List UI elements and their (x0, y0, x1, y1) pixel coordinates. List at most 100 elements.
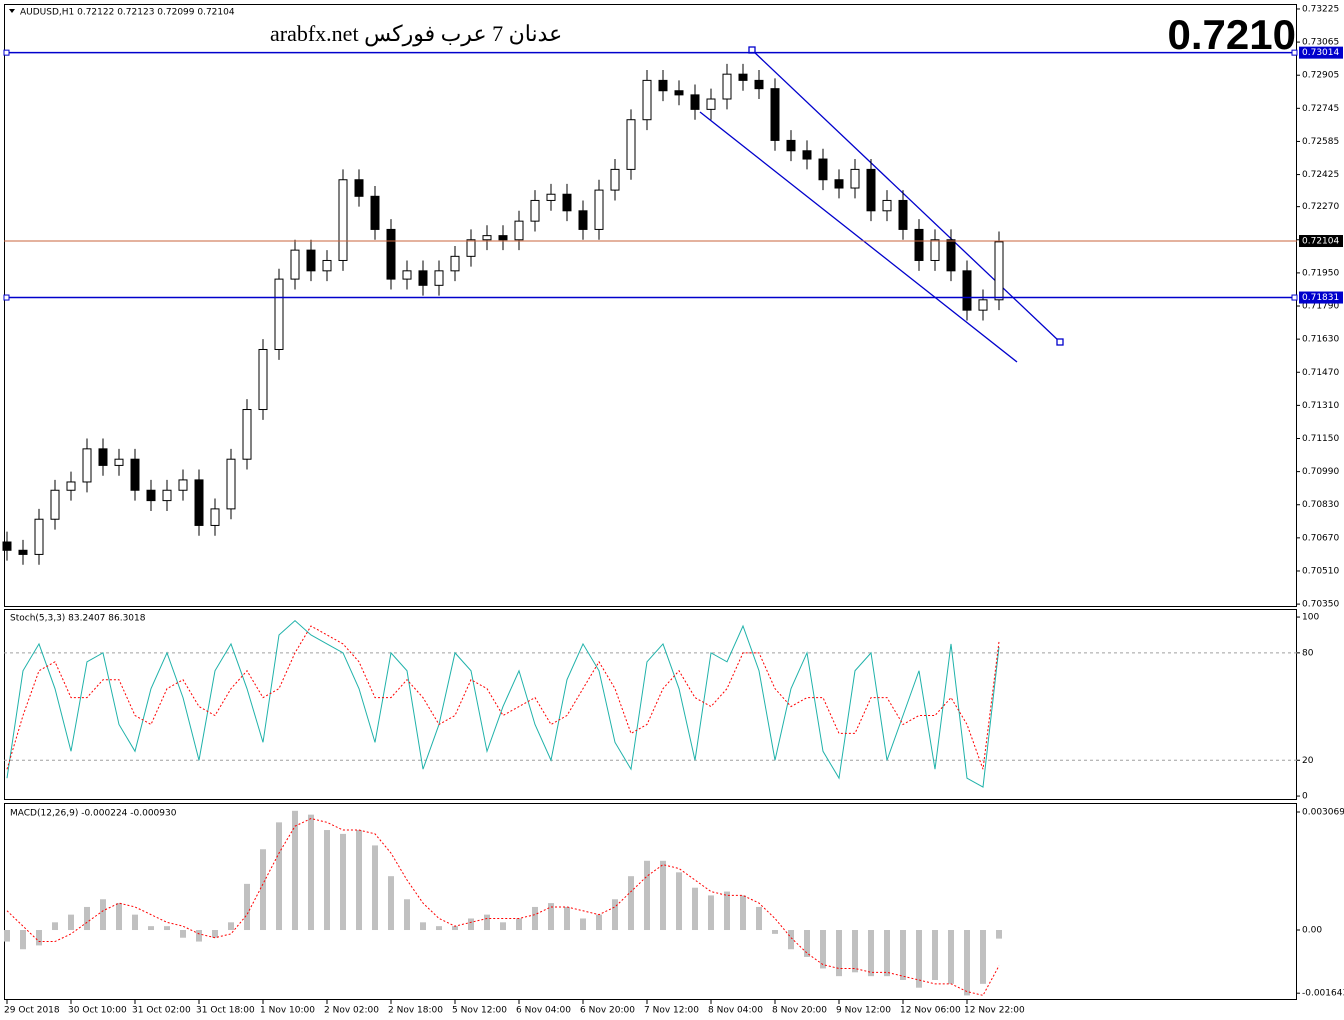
y-tick-label: 0.73065 (1302, 38, 1339, 48)
y-tick-label: 0.72745 (1302, 104, 1339, 114)
macd-bar (596, 914, 602, 931)
macd-bar (20, 930, 26, 950)
candle-body (290, 249, 300, 280)
level-anchor (3, 49, 10, 56)
candle-body (354, 179, 364, 197)
candle-body (818, 158, 828, 181)
candle-body (306, 249, 316, 272)
level-anchor (1291, 294, 1298, 301)
macd-bar (452, 926, 458, 931)
y-tick-label: 0.71630 (1302, 335, 1339, 345)
symbol-header: AUDUSD,H1 0.72122 0.72123 0.72099 0.7210… (20, 8, 235, 18)
macd-bar (244, 883, 250, 931)
level-label: 0.71831 (1302, 293, 1339, 303)
candle-body (274, 278, 284, 350)
candle-body (50, 489, 60, 520)
x-tick-label: 9 Nov 12:00 (836, 1006, 891, 1016)
candle-body (834, 179, 844, 189)
x-tick-label: 8 Nov 20:00 (772, 1006, 827, 1016)
macd-bar (4, 930, 10, 942)
macd-bar (404, 899, 410, 931)
candle-body (642, 79, 652, 121)
level-label: 0.73014 (1302, 48, 1339, 58)
candle-body (66, 481, 76, 491)
candle-body (386, 228, 396, 280)
x-tick-label: 1 Nov 10:00 (260, 1006, 315, 1016)
x-tick-label: 8 Nov 04:00 (708, 1006, 763, 1016)
x-tick-label: 29 Oct 2018 (4, 1006, 60, 1016)
level-label-box (1299, 235, 1343, 248)
candle-body (210, 508, 220, 526)
level-label: 0.72104 (1302, 237, 1339, 247)
macd-bar (644, 860, 650, 931)
x-tick-label: 2 Nov 02:00 (324, 1006, 379, 1016)
candle-body (338, 179, 348, 261)
macd-bar (548, 903, 554, 931)
candle-body (962, 270, 972, 311)
candle-body (498, 235, 508, 241)
y-tick-label: 0.71950 (1302, 268, 1339, 278)
macd-bar (212, 930, 218, 938)
candle-body (514, 220, 524, 241)
candle-body (226, 458, 236, 510)
macd-bar (372, 845, 378, 931)
macd-bar (292, 810, 298, 931)
y-tick-label: 0.003069 (1302, 807, 1344, 817)
macd-bar (388, 876, 394, 931)
candle-body (674, 90, 684, 96)
candle-body (578, 210, 588, 230)
x-tick-label: 31 Oct 02:00 (132, 1006, 191, 1016)
candle-body (946, 239, 956, 272)
macd-bar (164, 926, 170, 931)
macd-bar (180, 930, 186, 938)
candle-body (738, 73, 748, 81)
macd-bar (708, 895, 714, 931)
candle-body (450, 255, 460, 272)
x-tick-label: 30 Oct 10:00 (68, 1006, 127, 1016)
candle-body (530, 199, 540, 222)
oscillator-line (6, 625, 1000, 770)
macd-bar (692, 887, 698, 931)
candle-body (786, 139, 796, 152)
stoch-header: Stoch(5,3,3) 83.2407 86.3018 (10, 614, 146, 624)
macd-header: MACD(12,26,9) -0.000224 -0.000930 (10, 809, 177, 819)
y-tick-label: 0 (1302, 792, 1308, 802)
macd-bar (772, 930, 778, 934)
candle-body (754, 79, 764, 90)
macd-bar (260, 849, 266, 931)
x-tick-label: 5 Nov 12:00 (452, 1006, 507, 1016)
macd-bar (564, 906, 570, 931)
macd-bar (820, 930, 826, 969)
candle-body (610, 168, 620, 191)
macd-bar (116, 903, 122, 931)
macd-bar (484, 914, 490, 931)
macd-bar (68, 914, 74, 931)
candle-body (98, 448, 108, 466)
trend-anchor (1056, 338, 1064, 346)
y-tick-label: 0.73225 (1302, 4, 1339, 14)
candle-body (130, 458, 140, 491)
candle-body (546, 193, 556, 201)
macd-bar (996, 930, 1002, 939)
candle-body (914, 228, 924, 261)
macd-bar (740, 895, 746, 931)
macd-bar (532, 906, 538, 931)
macd-bar (468, 918, 474, 931)
x-tick-label: 31 Oct 18:00 (196, 1006, 255, 1016)
candle-body (898, 199, 908, 230)
candle-body (722, 73, 732, 100)
y-tick-label: 0.71790 (1302, 302, 1339, 312)
candle-body (178, 479, 188, 491)
macd-bar (628, 876, 634, 931)
y-tick-label: 0.70990 (1302, 467, 1339, 477)
y-tick-label: 0.71470 (1302, 368, 1339, 378)
y-tick-label: 20 (1302, 756, 1314, 766)
candle-body (242, 409, 252, 460)
candle-body (258, 348, 268, 411)
y-tick-label: 0.71310 (1302, 401, 1339, 411)
candle-body (562, 193, 572, 212)
macd-bar (500, 922, 506, 931)
candle-body (194, 479, 204, 526)
candle-body (402, 270, 412, 280)
